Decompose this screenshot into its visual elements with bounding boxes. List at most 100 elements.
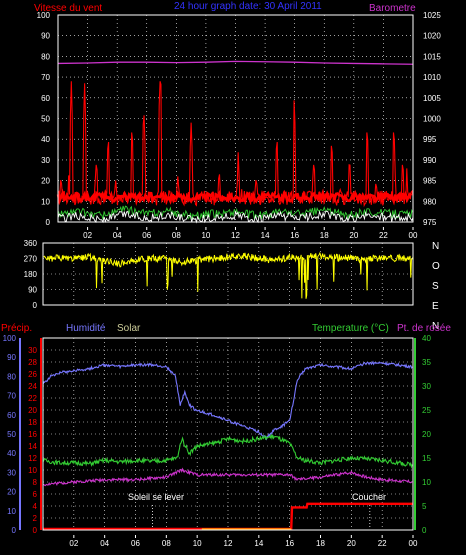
wind-xtick-label-0: 02 <box>83 231 92 240</box>
wind-speed-band-line <box>56 188 413 207</box>
direction-ytick-3: 270 <box>24 255 38 264</box>
baro-ytick-8: 1015 <box>423 52 441 61</box>
weather-panel-frame <box>42 337 414 531</box>
precip-ytick-6: 12 <box>28 454 37 463</box>
wind-ytick-0: 0 <box>46 218 51 227</box>
compass-letter-e: E <box>432 301 439 312</box>
weather-xtick-label-2: 06 <box>131 539 140 548</box>
sunset-annotation: Coucher <box>352 492 386 502</box>
wind-ytick-8: 80 <box>41 52 50 61</box>
axes-layer: 0102030405060708090100975980985990995100… <box>3 11 442 548</box>
humidity-ytick-9: 90 <box>7 353 16 362</box>
direction-panel-frame <box>42 242 414 306</box>
precip-ytick-12: 24 <box>28 382 37 391</box>
baro-ytick-9: 1020 <box>423 32 441 41</box>
baro-ytick-4: 995 <box>423 135 437 144</box>
wind-ytick-9: 90 <box>41 32 50 41</box>
wind-xtick-label-9: 20 <box>349 231 358 240</box>
solar-label: Solar <box>117 323 141 334</box>
precip-ytick-5: 10 <box>28 466 37 475</box>
wind-xtick-label-6: 14 <box>261 231 270 240</box>
precip-ytick-1: 2 <box>33 514 38 523</box>
weather-xtick-label-1: 04 <box>100 539 109 548</box>
humidity-ytick-4: 40 <box>7 449 16 458</box>
temp-ytick-8: 40 <box>422 334 431 343</box>
wind-xtick-label-2: 06 <box>142 231 151 240</box>
baro-ytick-1: 980 <box>423 197 437 206</box>
direction-ytick-0: 0 <box>33 301 38 310</box>
weather-xtick-label-9: 20 <box>347 539 356 548</box>
barometer-label: Barometre <box>369 3 416 14</box>
chart-title: 24 hour graph date: 30 April 2011 <box>174 1 322 12</box>
wind-ytick-6: 60 <box>41 94 50 103</box>
wind-ytick-4: 40 <box>41 135 50 144</box>
precip-ytick-14: 28 <box>28 358 37 367</box>
temperature-label: Temperature (°C) <box>312 323 389 334</box>
wind-ytick-5: 50 <box>41 115 50 124</box>
weather-xtick-label-5: 12 <box>224 539 233 548</box>
baro-ytick-7: 1010 <box>423 73 441 82</box>
wind-direction-series-line <box>43 251 414 299</box>
temp-ytick-3: 15 <box>422 454 431 463</box>
direction-ytick-4: 360 <box>24 239 38 248</box>
precip-ytick-4: 8 <box>33 478 38 487</box>
wind-xtick-label-1: 04 <box>113 231 122 240</box>
baro-ytick-2: 985 <box>423 177 437 186</box>
direction-ytick-1: 90 <box>28 286 37 295</box>
temp-ytick-5: 25 <box>422 406 431 415</box>
dewpoint-label: Pt. de rosée <box>397 323 451 334</box>
wind-xtick-label-5: 12 <box>231 231 240 240</box>
grid-layer <box>43 15 413 530</box>
weather-xtick-label-11: 00 <box>409 539 418 548</box>
precip-ytick-7: 14 <box>28 442 37 451</box>
wind-ytick-10: 100 <box>37 11 51 20</box>
direction-ytick-2: 180 <box>24 270 38 279</box>
weather-xtick-label-3: 08 <box>162 539 171 548</box>
precip-ytick-11: 22 <box>28 394 37 403</box>
humidity-ytick-5: 50 <box>7 430 16 439</box>
weather-xtick-label-4: 10 <box>193 539 202 548</box>
barometer-series-line <box>57 60 414 65</box>
wind-xtick-label-7: 16 <box>290 231 299 240</box>
dewpoint-series-line <box>42 467 413 487</box>
temp-ytick-0: 0 <box>422 526 427 535</box>
precip-label: Précip. <box>1 323 32 334</box>
baro-ytick-6: 1005 <box>423 94 441 103</box>
precip-ytick-0: 0 <box>33 526 38 535</box>
wind-xtick-label-11: 00 <box>409 231 418 240</box>
weather-xtick-label-8: 18 <box>316 539 325 548</box>
baro-ytick-5: 1000 <box>423 115 441 124</box>
temp-ytick-2: 10 <box>422 478 431 487</box>
humidity-ytick-1: 10 <box>7 507 16 516</box>
temperature-series-line <box>42 433 413 470</box>
compass-letter-n-top: N <box>432 241 439 252</box>
precip-ytick-9: 18 <box>28 418 37 427</box>
wind-xtick-label-3: 08 <box>172 231 181 240</box>
humidity-ytick-2: 20 <box>7 488 16 497</box>
wind-panel-frame <box>57 14 414 223</box>
humidity-ytick-0: 0 <box>12 526 17 535</box>
wind-ytick-1: 10 <box>41 197 50 206</box>
humidity-ytick-7: 70 <box>7 392 16 401</box>
wind-white-series-line <box>57 210 414 224</box>
temp-ytick-4: 20 <box>422 430 431 439</box>
temp-ytick-7: 35 <box>422 358 431 367</box>
humidity-series-line <box>42 360 413 441</box>
sunrise-annotation: Soleil se lever <box>128 492 184 502</box>
precip-ytick-2: 4 <box>33 502 38 511</box>
wind-ytick-3: 30 <box>41 156 50 165</box>
weather-xtick-label-0: 02 <box>69 539 78 548</box>
precip-ytick-15: 30 <box>28 346 37 355</box>
humidity-ytick-3: 30 <box>7 468 16 477</box>
humidity-ytick-8: 80 <box>7 372 16 381</box>
compass-letter-s: S <box>432 281 439 292</box>
compass-letter-o: O <box>432 261 440 272</box>
weather-xtick-label-6: 14 <box>254 539 263 548</box>
wind-speed-label: Vitesse du vent <box>34 3 102 14</box>
baro-ytick-0: 975 <box>423 218 437 227</box>
baro-ytick-10: 1025 <box>423 11 441 20</box>
precip-ytick-10: 20 <box>28 406 37 415</box>
wind-ytick-7: 70 <box>41 73 50 82</box>
